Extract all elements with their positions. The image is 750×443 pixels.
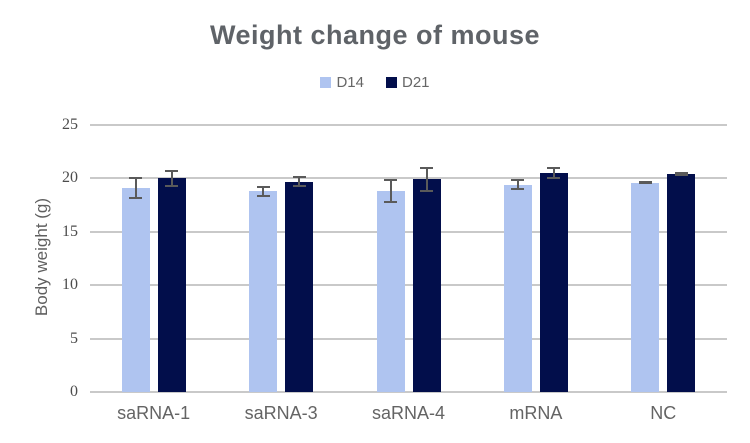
y-tick-label-10: 10 [62, 276, 78, 294]
bar-D14-saRNA-4 [376, 191, 405, 392]
chart-title: Weight change of mouse [209, 20, 541, 50]
error-bar-D14-mRNA [516, 179, 519, 191]
bar-D14-mRNA [503, 184, 532, 392]
error-cap-bottom-D21-NC [674, 174, 688, 177]
error-cap-bottom-D21-saRNA-1 [165, 184, 179, 187]
gridline-20 [90, 177, 727, 180]
bar-D14-NC [631, 182, 660, 392]
legend-label-D14: D14 [336, 73, 364, 91]
error-cap-bottom-D21-saRNA-3 [292, 184, 306, 187]
error-cap-top-D14-saRNA-1 [129, 177, 143, 180]
error-cap-bottom-D14-saRNA-3 [256, 194, 270, 197]
error-bar-D21-NC [680, 172, 683, 177]
error-cap-top-D21-saRNA-3 [292, 176, 306, 179]
y-tick-label-15: 15 [62, 222, 78, 240]
y-tick-label-5: 5 [70, 329, 78, 347]
legend-swatch-D14 [320, 76, 332, 88]
error-cap-bottom-D21-mRNA [547, 177, 561, 180]
error-bar-D14-saRNA-4 [389, 179, 392, 203]
x-category-label-saRNA-4: saRNA-4 [371, 403, 445, 423]
error-cap-bottom-D14-saRNA-1 [129, 196, 143, 199]
x-category-label-saRNA-3: saRNA-3 [244, 403, 318, 423]
error-bar-D21-mRNA [552, 166, 555, 180]
bar-D21-NC [667, 174, 696, 392]
error-cap-top-D14-saRNA-3 [256, 185, 270, 188]
gridline-10 [90, 284, 727, 287]
error-bar-D21-saRNA-4 [425, 166, 428, 193]
gridline-25 [90, 124, 727, 126]
error-cap-top-D14-NC [638, 181, 652, 184]
gridline-15 [90, 230, 727, 233]
legend-swatch-D21 [386, 76, 397, 88]
error-cap-bottom-D14-mRNA [511, 188, 525, 191]
error-bar-D21-saRNA-3 [298, 176, 301, 187]
error-cap-top-D21-mRNA [547, 166, 561, 169]
error-bar-D14-saRNA-1 [134, 177, 137, 199]
error-cap-top-D14-saRNA-4 [384, 179, 397, 182]
error-cap-bottom-D14-NC [638, 182, 652, 185]
error-cap-top-D21-NC [674, 172, 688, 174]
bar-D14-saRNA-3 [249, 191, 278, 392]
bar-D21-mRNA [539, 173, 568, 392]
x-category-label-mRNA: mRNA [509, 403, 563, 423]
legend-item-D14: D14 [320, 74, 364, 91]
bar-D21-saRNA-3 [285, 181, 314, 392]
error-cap-top-D14-mRNA [511, 179, 525, 182]
y-axis-tick-labels: 0 5 10 15 20 25 [0, 116, 78, 400]
error-cap-top-D21-saRNA-1 [165, 169, 179, 172]
bar-D21-saRNA-4 [412, 179, 441, 392]
legend-label-D21: D21 [402, 73, 430, 91]
y-tick-label-20: 20 [62, 169, 78, 187]
legend-item-D21: D21 [386, 74, 430, 91]
error-cap-bottom-D21-saRNA-4 [420, 190, 433, 193]
error-cap-top-D21-saRNA-4 [420, 166, 433, 169]
x-category-label-NC: NC [650, 403, 677, 423]
x-axis-labels: saRNA-1 saRNA-3 saRNA-4 mRNA NC [90, 403, 727, 427]
error-bar-D21-saRNA-1 [170, 169, 173, 187]
bar-D21-saRNA-1 [157, 178, 186, 392]
plot-area [90, 124, 727, 393]
gridline-5 [90, 337, 727, 340]
y-tick-label-25: 25 [62, 116, 78, 133]
chart-legend: D14 D21 [0, 72, 750, 92]
gridline-0 [90, 391, 727, 393]
x-category-label-saRNA-1: saRNA-1 [117, 403, 191, 423]
y-tick-label-0: 0 [70, 383, 78, 400]
bar-D14-saRNA-1 [121, 188, 150, 392]
error-cap-bottom-D14-saRNA-4 [384, 200, 397, 203]
error-bar-D14-saRNA-3 [262, 185, 265, 197]
